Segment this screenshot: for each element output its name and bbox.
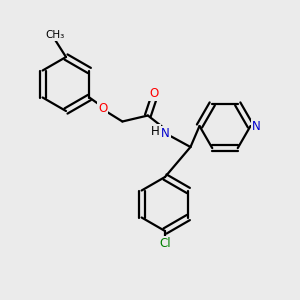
Text: N: N [161, 127, 170, 140]
Text: CH₃: CH₃ [46, 30, 65, 40]
Text: N: N [251, 119, 260, 133]
Text: O: O [149, 87, 158, 100]
Text: Cl: Cl [159, 237, 171, 250]
Text: O: O [98, 101, 107, 115]
Text: H: H [151, 125, 160, 138]
